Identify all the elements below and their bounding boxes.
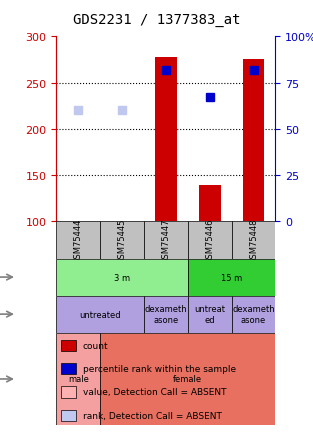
Bar <box>67 221 89 222</box>
Bar <box>111 221 133 222</box>
Bar <box>61 387 76 398</box>
Bar <box>61 410 76 421</box>
Bar <box>243 60 264 222</box>
FancyBboxPatch shape <box>232 296 275 333</box>
Text: male: male <box>68 375 89 384</box>
Bar <box>61 340 76 352</box>
Bar <box>155 57 177 222</box>
FancyBboxPatch shape <box>100 333 275 425</box>
Text: dexameth
asone: dexameth asone <box>232 305 275 324</box>
Text: GSM75446: GSM75446 <box>205 218 214 263</box>
Text: 3 m: 3 m <box>114 273 130 282</box>
FancyBboxPatch shape <box>188 259 275 296</box>
Bar <box>61 363 76 375</box>
FancyBboxPatch shape <box>188 296 232 333</box>
FancyBboxPatch shape <box>56 333 100 425</box>
FancyBboxPatch shape <box>144 222 188 259</box>
Text: dexameth
asone: dexameth asone <box>145 305 187 324</box>
FancyBboxPatch shape <box>56 296 144 333</box>
FancyBboxPatch shape <box>56 222 100 259</box>
Text: rank, Detection Call = ABSENT: rank, Detection Call = ABSENT <box>83 411 222 420</box>
Text: 15 m: 15 m <box>221 273 242 282</box>
FancyBboxPatch shape <box>100 222 144 259</box>
FancyBboxPatch shape <box>188 222 232 259</box>
Text: value, Detection Call = ABSENT: value, Detection Call = ABSENT <box>83 388 226 397</box>
FancyBboxPatch shape <box>144 296 188 333</box>
Text: GSM75448: GSM75448 <box>249 218 258 263</box>
Text: GSM75445: GSM75445 <box>118 218 126 263</box>
FancyBboxPatch shape <box>56 259 188 296</box>
Text: female: female <box>173 375 203 384</box>
Text: GDS2231 / 1377383_at: GDS2231 / 1377383_at <box>73 13 240 27</box>
Text: untreated: untreated <box>80 310 121 319</box>
Text: percentile rank within the sample: percentile rank within the sample <box>83 365 236 373</box>
FancyBboxPatch shape <box>232 222 275 259</box>
Text: GSM75447: GSM75447 <box>162 218 170 263</box>
Text: GSM75444: GSM75444 <box>74 218 83 263</box>
Bar <box>199 186 221 222</box>
Text: untreat
ed: untreat ed <box>194 305 225 324</box>
Text: count: count <box>83 342 108 350</box>
